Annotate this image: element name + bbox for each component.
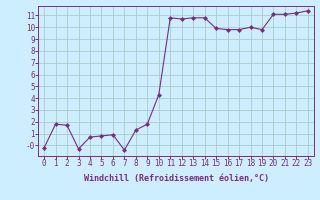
- X-axis label: Windchill (Refroidissement éolien,°C): Windchill (Refroidissement éolien,°C): [84, 174, 268, 183]
